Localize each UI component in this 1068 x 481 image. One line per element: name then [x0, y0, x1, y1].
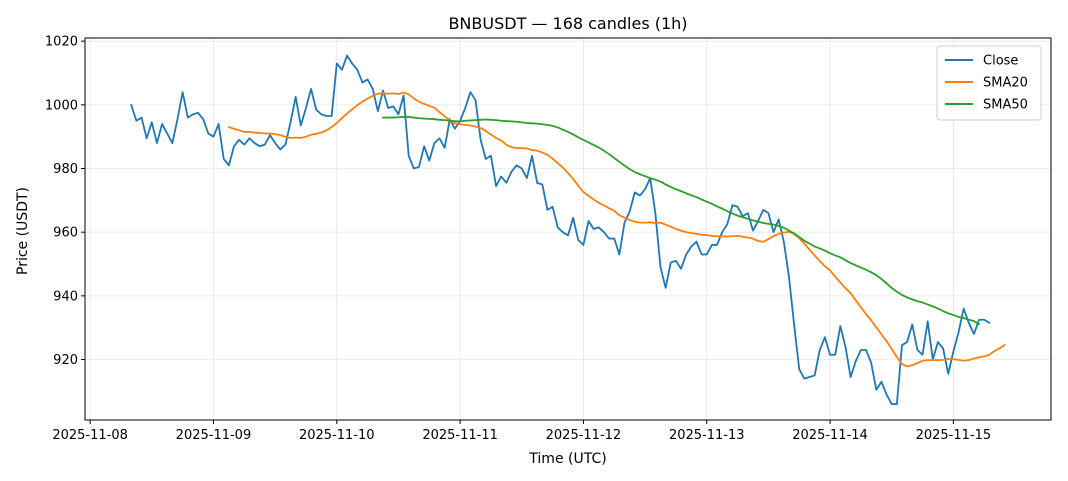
x-tick-label: 2025-11-08	[52, 428, 128, 443]
x-axis-label: Time (UTC)	[528, 451, 606, 467]
y-tick-label: 920	[53, 353, 78, 368]
y-tick-label: 1000	[45, 98, 78, 113]
legend-box	[936, 45, 1042, 121]
grid	[85, 38, 1051, 420]
x-tick-label: 2025-11-15	[916, 428, 992, 443]
y-tick-label: 960	[53, 226, 78, 241]
legend-label-sma50: SMA50	[983, 98, 1028, 113]
chart-title: BNBUSDT — 168 candles (1h)	[448, 14, 687, 33]
series-line-sma50	[382, 116, 980, 326]
y-axis-label: Price (USDT)	[15, 187, 31, 275]
plot-frame	[84, 37, 1052, 421]
legend-label-close: Close	[983, 54, 1018, 69]
x-tick-label: 2025-11-14	[792, 428, 868, 443]
y-tick-label: 1020	[45, 35, 78, 50]
x-axis: 2025-11-08 2025-11-09 2025-11-10 2025-11-11…	[52, 420, 991, 443]
x-tick-label: 2025-11-13	[669, 428, 745, 443]
series-line-close	[130, 54, 991, 405]
x-tick-label: 2025-11-11	[422, 428, 498, 443]
y-tick-label: 980	[53, 162, 78, 177]
y-axis: 920 940 960 980 1000 1020	[45, 35, 85, 368]
legend-label-sma20: SMA20	[983, 76, 1028, 91]
y-tick-label: 940	[53, 289, 78, 304]
series-line-sma20	[227, 91, 1006, 368]
x-tick-label: 2025-11-10	[299, 428, 375, 443]
series-layer	[130, 54, 1006, 405]
x-tick-label: 2025-11-09	[176, 428, 252, 443]
x-tick-label: 2025-11-12	[546, 428, 622, 443]
legend: Close SMA20 SMA50	[936, 45, 1042, 121]
